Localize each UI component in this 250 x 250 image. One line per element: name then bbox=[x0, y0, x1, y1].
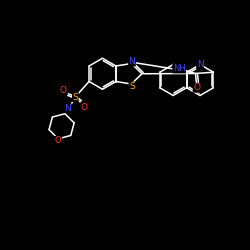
Text: O: O bbox=[193, 83, 200, 92]
Text: O: O bbox=[55, 136, 62, 145]
Text: S: S bbox=[72, 92, 78, 102]
Text: N: N bbox=[196, 60, 203, 69]
Text: S: S bbox=[129, 82, 135, 91]
Text: O: O bbox=[81, 103, 88, 112]
Text: N: N bbox=[64, 104, 71, 113]
Text: N: N bbox=[128, 57, 135, 66]
Text: NH: NH bbox=[173, 64, 186, 73]
Text: O: O bbox=[60, 86, 67, 95]
